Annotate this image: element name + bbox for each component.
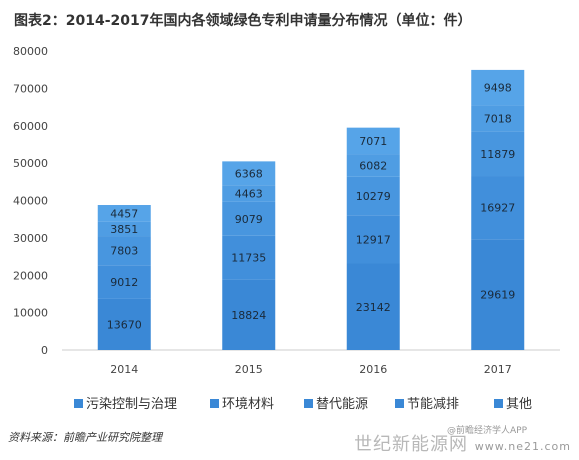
data-label: 12917 [356,233,391,246]
watermark-main: 世纪新能源网 [354,434,469,455]
data-label: 9012 [110,276,138,289]
legend-label: 替代能源 [316,397,368,412]
bar-segment [222,185,276,202]
y-tick-label: 20000 [13,269,48,282]
data-label: 7018 [484,113,512,126]
data-label: 11879 [480,148,515,161]
bar-segment [471,69,525,106]
x-tick-label: 2017 [484,363,512,376]
x-tick-label: 2015 [235,363,263,376]
bar-segment [346,154,400,177]
legend-label: 污染控制与治理 [86,397,177,412]
legend-label: 其他 [506,397,532,412]
data-label: 6368 [235,167,263,180]
data-label: 10279 [356,190,391,203]
bars: 13670 9012 7803 3851 4457 18824 11735 9079 4463 6… [97,69,525,350]
y-tick-label: 40000 [13,195,48,208]
data-label: 9079 [235,213,263,226]
bar-segment [471,131,525,177]
bar-segment [346,263,400,350]
bar-segment [97,205,151,222]
legend-swatch [395,399,404,408]
bar-segment [471,105,525,132]
bar-segment [97,236,151,266]
bar-segment [346,176,400,216]
legend: 污染控制与治理 环境材料 替代能源 节能减排 其他 [74,397,532,412]
bar-segment [97,298,151,350]
data-label: 29619 [480,289,515,302]
bar-segment [97,221,151,237]
data-label: 13670 [107,318,142,331]
bar-segment [222,235,276,280]
chart-title: 图表2：2014-2017年国内各领域绿色专利申请量分布情况（单位：件） [14,13,472,29]
y-tick-label: 70000 [13,82,48,95]
y-tick-label: 10000 [13,307,48,320]
y-tick-label: 60000 [13,120,48,133]
bar-segment [346,215,400,264]
x-tick-label: 2014 [110,363,138,376]
legend-label: 环境材料 [222,397,274,412]
y-tick-label: 80000 [13,45,48,58]
data-label: 9498 [484,82,512,95]
data-label: 7803 [110,245,138,258]
data-label: 11735 [231,252,266,265]
data-label: 4457 [110,207,138,220]
data-label: 16927 [480,202,515,215]
watermark: 世纪新能源网 www.ne21.com [354,430,571,456]
bar-segment [222,161,276,186]
x-tick-label: 2016 [359,363,387,376]
data-label: 6082 [359,159,387,172]
watermark-url: www.ne21.com [474,440,571,453]
data-label: 3851 [110,223,138,236]
legend-swatch [494,399,503,408]
source-note: 资料来源：前瞻产业研究院整理 [8,431,162,444]
bar-segment [97,265,151,299]
x-axis: 2014 2015 2016 2017 [110,363,512,376]
bar-segment [222,279,276,350]
data-label: 18824 [231,309,266,322]
bar-segment [346,127,400,155]
legend-label: 节能减排 [407,397,459,412]
legend-swatch [74,399,83,408]
y-tick-label: 0 [41,344,48,357]
bar-segment [222,201,276,236]
data-label: 23142 [356,301,391,314]
bar-segment [471,239,525,350]
y-tick-label: 30000 [13,232,48,245]
legend-swatch [304,399,313,408]
y-tick-label: 50000 [13,157,48,170]
watermark-small: @前瞻经济学人APP [446,426,527,436]
data-label: 7071 [359,135,387,148]
y-axis: 0 10000 20000 30000 40000 50000 60000 70000 8000… [13,45,48,357]
bar-segment [471,176,525,240]
legend-swatch [210,399,219,408]
data-label: 4463 [235,188,263,201]
